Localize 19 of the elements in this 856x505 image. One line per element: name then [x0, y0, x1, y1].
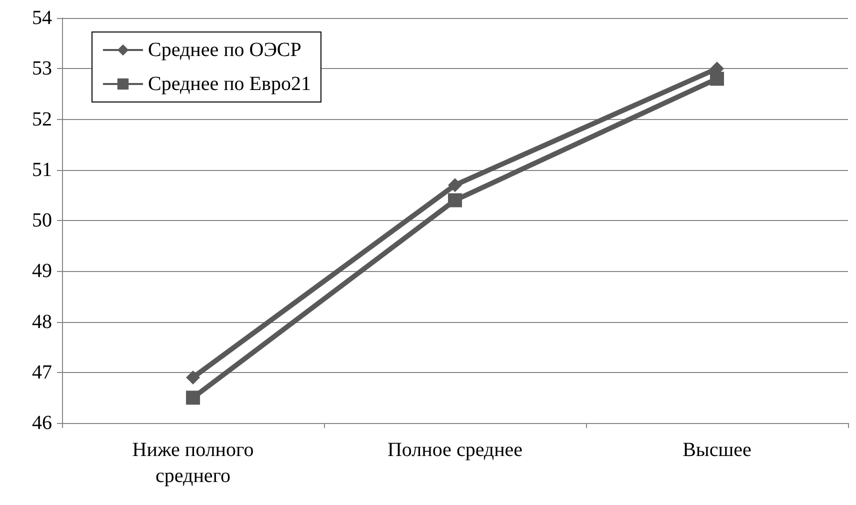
point — [448, 178, 462, 192]
y-tick-label: 52 — [32, 108, 52, 130]
y-tick-label: 51 — [32, 158, 52, 181]
y-tick-label: 48 — [32, 310, 52, 333]
legend-label: Среднее по ОЭСР — [148, 39, 302, 61]
y-tick-label: 54 — [32, 7, 52, 29]
y-tick-label: 53 — [32, 58, 52, 80]
point — [186, 390, 200, 405]
x-tick-label: Высшее — [682, 439, 752, 461]
x-tick-label: Ниже полного среднего — [132, 439, 254, 487]
point — [710, 72, 724, 86]
point — [186, 370, 200, 384]
legend-label: Среднее по Евро21 — [148, 73, 311, 95]
y-tick-label: 49 — [32, 260, 52, 282]
y-tick-label: 46 — [32, 412, 52, 434]
y-tick-label: 50 — [32, 210, 52, 232]
x-tick-label: Полное среднее — [387, 439, 523, 461]
point — [448, 193, 462, 208]
y-tick-label: 47 — [32, 361, 52, 384]
